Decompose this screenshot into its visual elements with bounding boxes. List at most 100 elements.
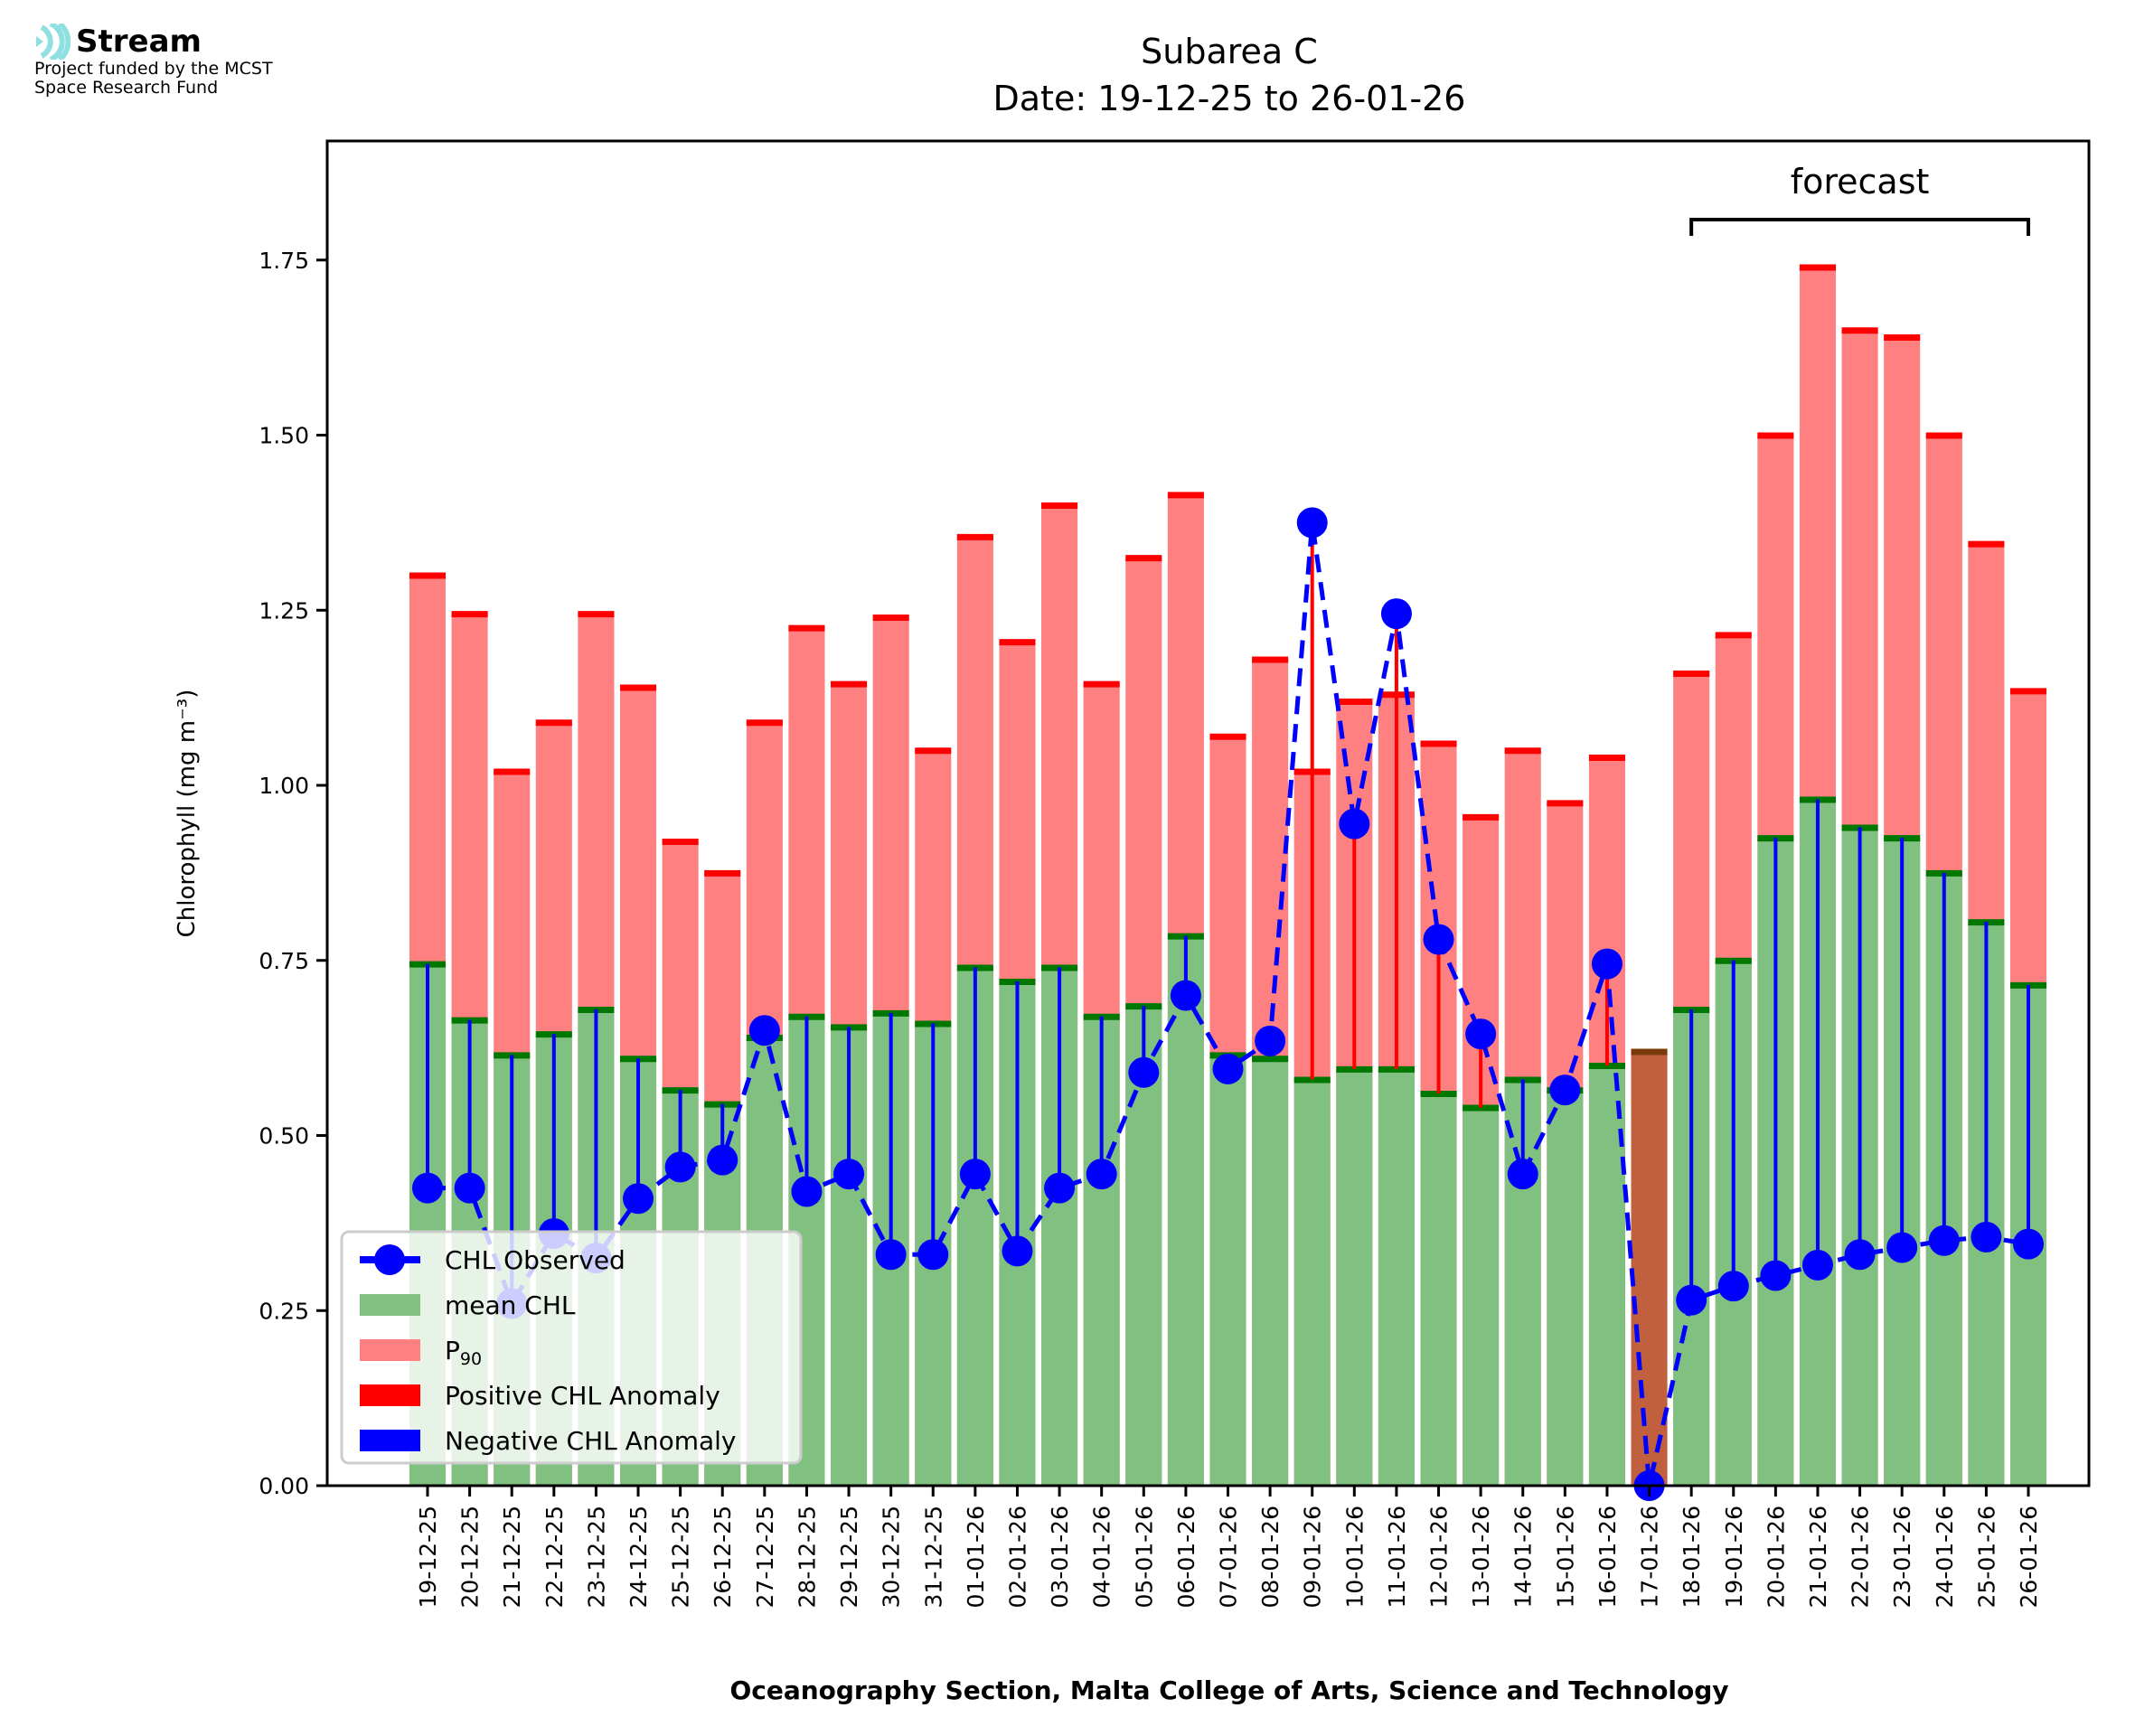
x-tick-label: 16-01-26 — [1594, 1506, 1621, 1608]
y-axis-label: Chlorophyll (mg m⁻³) — [174, 690, 201, 938]
chl-observed-point — [1212, 1053, 1244, 1084]
p90-bar-cap — [1252, 656, 1289, 663]
chl-observed-point — [959, 1159, 991, 1190]
x-tick-label: 20-12-25 — [457, 1506, 484, 1608]
p90-bar-cap — [578, 611, 615, 618]
legend-label: CHL Observed — [445, 1245, 626, 1275]
chl-observed-point — [1170, 980, 1201, 1011]
chl-observed-point — [1971, 1221, 2002, 1253]
p90-bar-cap — [1209, 733, 1246, 740]
y-tick-label: 0.00 — [259, 1473, 309, 1499]
x-tick-label: 26-12-25 — [710, 1506, 736, 1608]
y-tick-label: 1.25 — [259, 597, 309, 624]
chl-observed-point — [1676, 1284, 1707, 1316]
x-tick-label: 22-12-25 — [541, 1506, 568, 1608]
chart-title: Subarea C — [1141, 32, 1318, 71]
axes-layer: 0.00 0.25 0.50 0.75 1.00 1.25 1.50 1.75 19-12-25… — [259, 139, 2091, 1608]
x-tick-label: 11-01-26 — [1384, 1506, 1410, 1608]
x-tick-label: 03-01-26 — [1047, 1506, 1073, 1608]
p90-bar-cap — [956, 533, 993, 540]
x-tick-label: 01-01-26 — [963, 1506, 989, 1608]
chl-observed-point — [1465, 1018, 1497, 1050]
no-data-bar — [1631, 1051, 1668, 1486]
chl-observed-point — [791, 1176, 823, 1207]
p90-bar-cap — [1504, 747, 1541, 755]
mean-chl-bar-cap — [1336, 1065, 1373, 1073]
mean-chl-bar — [1293, 1079, 1331, 1486]
x-tick-label: 22-01-26 — [1848, 1506, 1874, 1608]
mean-chl-bar — [1463, 1107, 1500, 1486]
mean-chl-bar-cap — [1378, 1065, 1415, 1073]
chl-observed-point — [707, 1144, 738, 1176]
x-tick-label: 23-01-26 — [1889, 1506, 1915, 1608]
chl-observed-point — [1128, 1056, 1160, 1088]
chl-observed-point — [1591, 948, 1623, 980]
p90-bar-cap — [535, 719, 572, 727]
logo-brand-name: Stream — [76, 23, 202, 60]
p90-bar-cap — [1420, 740, 1457, 747]
logo-funding-line2: Space Research Fund — [34, 78, 219, 98]
mean-chl-bar-cap — [1293, 1076, 1331, 1084]
plot-frame — [325, 139, 2091, 1487]
forecast-bracket — [1689, 218, 2030, 236]
chl-observed-point — [1928, 1225, 1960, 1256]
x-tick-label: 05-01-26 — [1131, 1506, 1157, 1608]
forecast-annotation: forecast — [1689, 162, 2030, 236]
p90-bar-cap — [2009, 688, 2047, 695]
chl-observed-point — [1886, 1232, 1918, 1263]
y-tick-label: 0.50 — [259, 1123, 309, 1150]
legend-label-subscript: 90 — [460, 1349, 482, 1369]
legend-label: Positive CHL Anomaly — [445, 1381, 720, 1411]
p90-bar-cap — [999, 639, 1036, 646]
chart-subtitle: Date: 19-12-25 to 26-01-26 — [993, 79, 1466, 118]
stream-logo: Stream Project funded by the MCST Space … — [34, 23, 273, 98]
chl-observed-point — [1086, 1159, 1117, 1190]
p90-bar-cap — [1757, 432, 1794, 439]
chl-observed-point — [1507, 1159, 1538, 1190]
mean-chl-bar-cap — [1588, 1063, 1625, 1069]
x-tick-label: 29-12-25 — [836, 1506, 862, 1608]
mean-chl-bar — [1167, 935, 1204, 1486]
mean-chl-bar — [1336, 1068, 1373, 1486]
chl-observed-point — [1717, 1271, 1749, 1302]
x-tick-label: 21-01-26 — [1805, 1506, 1831, 1608]
x-tick-label: 08-01-26 — [1257, 1506, 1284, 1608]
p90-bar-cap — [1125, 555, 1162, 562]
legend-label: Negative CHL Anomaly — [445, 1426, 736, 1456]
chl-observed-point — [1002, 1235, 1033, 1267]
p90-bar-cap — [704, 869, 741, 877]
chl-observed-point — [2013, 1228, 2044, 1260]
p90-bar-cap — [1884, 334, 1921, 341]
p90-bar-cap — [662, 839, 699, 845]
legend-swatch — [360, 1294, 420, 1316]
p90-bar-cap — [1167, 492, 1204, 499]
p90-bar-cap — [1463, 813, 1500, 821]
mean-chl-bar — [1209, 1055, 1246, 1486]
y-tick-label: 1.50 — [259, 423, 309, 449]
legend-label: mean CHL — [445, 1290, 576, 1320]
chl-observed-point — [875, 1239, 907, 1271]
p90-bar-cap — [1336, 699, 1373, 705]
mean-chl-bar — [1547, 1090, 1584, 1486]
x-tick-label: 30-12-25 — [879, 1506, 905, 1608]
logo-funding-line1: Project funded by the MCST — [34, 59, 273, 79]
x-tick-label: 28-12-25 — [794, 1506, 820, 1608]
chl-observed-point — [623, 1183, 654, 1215]
legend-box — [340, 1230, 803, 1465]
x-tick-label: 07-01-26 — [1216, 1506, 1242, 1608]
chl-observed-point — [833, 1159, 865, 1190]
chl-observed-point — [412, 1172, 443, 1204]
p90-bar-cap — [1841, 327, 1878, 334]
p90-bar-cap — [451, 611, 488, 618]
x-tick-label: 20-01-26 — [1763, 1506, 1789, 1608]
x-tick-label: 23-12-25 — [583, 1506, 609, 1608]
x-axis-label: Oceanography Section, Malta College of A… — [729, 1675, 1728, 1705]
p90-bar-cap — [831, 680, 868, 688]
x-tick-label: 25-01-26 — [1973, 1506, 1999, 1608]
mean-chl-bar — [1252, 1058, 1289, 1486]
chl-observed-point — [1760, 1260, 1792, 1291]
x-tick-label: 15-01-26 — [1552, 1506, 1578, 1608]
y-tick-label: 0.75 — [259, 948, 309, 974]
